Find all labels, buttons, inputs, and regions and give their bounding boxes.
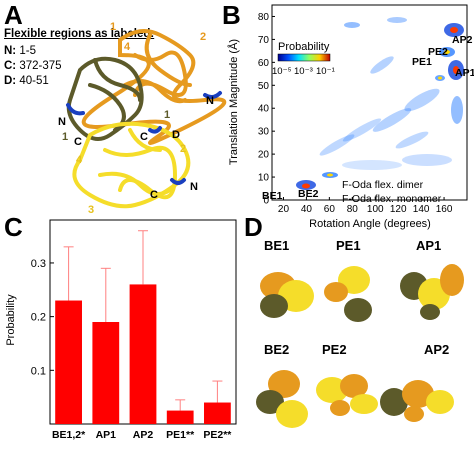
b-y-axis-label: Translation Magnitude (Å) [227, 39, 240, 165]
yellow-subunit [72, 121, 191, 209]
c-bar [129, 284, 157, 424]
a-label-n-lower: N [190, 181, 198, 193]
b-annot-ap1: AP1 [455, 67, 474, 79]
d-structure-be1 [260, 272, 314, 318]
a-label-three: 3 [88, 204, 94, 215]
d-label-pe1: PE1 [336, 238, 361, 253]
b-x-tick-label: 80 [347, 204, 359, 215]
heatmap-frame [271, 4, 468, 201]
b-legend-colorbar [277, 53, 331, 62]
a-label-one-top: 1 [110, 21, 116, 33]
a-label-four-top: 4 [124, 41, 131, 53]
b-x-tick-label: 100 [367, 204, 384, 215]
panel-a-letter: A [4, 0, 23, 30]
a-label-one-right: 1 [164, 109, 170, 121]
panel-c-letter: C [4, 212, 23, 242]
region-n-row: N: 1-5 [4, 45, 36, 57]
b-legend-tick-2: 10⁻¹ [316, 66, 335, 77]
d-structure-pe1 [324, 266, 372, 322]
b-y-tick-label: 40 [258, 104, 270, 115]
panel-a-protein-structure: N C 1 4 3 4 1 2 N D C 1 2 N C [58, 21, 227, 215]
b-x-tick-label: 120 [390, 204, 407, 215]
panel-b-heatmap: Probability 10⁻⁵ 10⁻³ 10⁻¹ AP2 PE2 PE1 A… [227, 4, 474, 230]
d-label-ap1: AP1 [416, 238, 441, 253]
c-x-tick-label: PE2** [203, 429, 232, 441]
a-label-two-right: 2 [180, 143, 186, 155]
b-y-ticks: 0 10 20 30 40 50 60 70 80 [258, 12, 275, 207]
density-blobs [296, 17, 464, 190]
d-label-be1: BE1 [264, 238, 289, 253]
d-structure-be2 [256, 370, 308, 428]
orange-subunit [81, 29, 227, 145]
c-bar [92, 322, 120, 424]
panel-b-letter: B [222, 0, 241, 30]
a-label-n-right: N [206, 95, 214, 107]
a-label-n-left: N [58, 116, 66, 128]
b-note-monomer: F-Oda flex. monomer [342, 193, 442, 205]
c-x-tick-label: AP2 [133, 429, 154, 441]
c-bar [55, 300, 82, 424]
a-label-c-right: C [150, 189, 158, 201]
c-y-ticks: 0.1 0.2 0.3 [31, 258, 54, 377]
region-d-row: D: 40-51 [4, 75, 49, 87]
b-legend-title: Probability [278, 41, 330, 53]
panel-c-bar-chart: 0.1 0.2 0.3 BE1,2* AP1 AP2 PE1** PE2** Probabi… [5, 219, 237, 441]
b-annot-be1: BE1 [262, 190, 283, 202]
b-annot-ap2: AP2 [452, 34, 473, 46]
d-structure-pe2 [316, 374, 378, 416]
c-y-tick-label: 0.2 [31, 312, 46, 324]
panel-d-structures: BE1 PE1 AP1 BE2 PE2 AP2 [256, 238, 464, 428]
b-legend-tick-1: 10⁻³ [294, 66, 313, 77]
b-x-tick-label: 40 [301, 204, 313, 215]
d-label-ap2: AP2 [424, 342, 449, 357]
panel-a-region-list: N: 1-5 C: 372-375 D: 40-51 [4, 44, 62, 89]
panel-d-letter: D [244, 212, 263, 242]
b-x-axis-label: Rotation Angle (degrees) [309, 218, 431, 230]
b-y-tick-label: 50 [258, 81, 270, 92]
c-y-axis-label: Probability [5, 294, 17, 346]
a-label-d-mid: D [172, 129, 180, 141]
a-label-c-left: C [74, 136, 82, 148]
b-x-tick-label: 160 [436, 204, 453, 215]
b-y-tick-label: 20 [258, 150, 270, 161]
b-y-tick-label: 30 [258, 127, 270, 138]
b-y-tick-label: 0 [263, 196, 269, 207]
a-label-two-top: 2 [200, 31, 206, 43]
panel-a-heading: Flexible regions as labeled: [4, 28, 155, 40]
b-x-tick-label: 140 [413, 204, 430, 215]
b-y-tick-label: 80 [258, 12, 270, 23]
b-annot-pe2: PE2 [428, 46, 448, 58]
b-x-tick-label: 60 [324, 204, 336, 215]
c-x-tick-label: BE1,2* [52, 429, 86, 441]
d-structure-ap2 [380, 380, 454, 422]
b-y-tick-label: 60 [258, 58, 270, 69]
b-y-tick-label: 10 [258, 173, 270, 184]
a-label-c-mid: C [140, 131, 148, 143]
b-x-ticks: 20 40 60 80 100 120 140 160 [278, 197, 453, 215]
b-annot-be2: BE2 [298, 188, 319, 200]
b-x-tick-label: 20 [278, 204, 290, 215]
a-label-one: 1 [62, 131, 68, 143]
d-label-be2: BE2 [264, 342, 289, 357]
c-y-tick-label: 0.1 [31, 365, 46, 377]
a-label-four-left: 4 [76, 154, 83, 166]
c-bar [204, 402, 231, 424]
b-annot-pe1: PE1 [412, 56, 432, 68]
b-note-dimer: F-Oda flex. dimer [342, 179, 424, 191]
c-x-ticks: BE1,2* AP1 AP2 PE1** PE2** [52, 429, 232, 441]
c-x-tick-label: PE1** [166, 429, 195, 441]
b-legend-tick-0: 10⁻⁵ [272, 66, 292, 77]
c-bar [166, 410, 194, 424]
c-y-tick-label: 0.3 [31, 258, 46, 270]
c-bars [55, 230, 231, 424]
blue-termini [66, 91, 222, 185]
d-structure-ap1 [400, 264, 464, 320]
region-c-row: C: 372-375 [4, 60, 62, 72]
d-label-pe2: PE2 [322, 342, 347, 357]
b-y-tick-label: 70 [258, 35, 270, 46]
c-x-tick-label: AP1 [96, 429, 117, 441]
